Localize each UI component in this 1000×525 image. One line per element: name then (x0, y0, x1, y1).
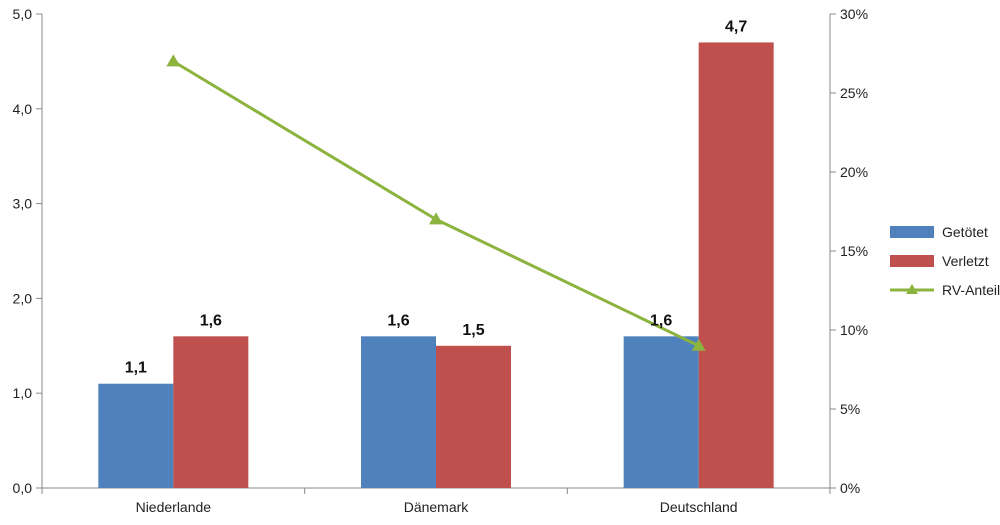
line-marker (429, 212, 443, 225)
y-left-tick-label: 5,0 (13, 6, 33, 22)
series-line (172, 60, 700, 348)
line-marker (691, 338, 706, 351)
y-right-tick-label: 25% (840, 85, 868, 101)
data-label: 1,6 (387, 312, 409, 329)
x-tick-label: Niederlande (136, 499, 212, 515)
x-tick-label: Dänemark (404, 499, 470, 515)
bar (173, 336, 249, 488)
y-left-tick-label: 0,0 (13, 480, 33, 496)
bar (361, 336, 436, 488)
bar (436, 345, 511, 488)
y-right-tick-label: 15% (840, 243, 868, 259)
bar (98, 383, 174, 488)
y-right-tick-label: 0% (840, 480, 860, 496)
y-right-tick-label: 10% (840, 322, 868, 338)
y-left-tick-label: 4,0 (13, 101, 33, 117)
legend-swatch (890, 226, 934, 238)
legend: Getötet Verletzt RV-Anteil (890, 224, 1000, 298)
data-label: 4,7 (725, 18, 747, 35)
legend-label: Getötet (942, 224, 988, 240)
data-label: 1,5 (462, 322, 484, 339)
data-labels: 1,1 1,6 1,6 1,6 1,5 4,7 (125, 18, 748, 376)
legend-label: RV-Anteil (942, 282, 1000, 298)
x-tick-label: Deutschland (660, 499, 738, 515)
y-right-tick-label: 30% (840, 6, 868, 22)
bar (623, 336, 699, 488)
bar (698, 42, 774, 488)
y-left-tick-label: 3,0 (13, 196, 33, 212)
y-right-tick-label: 20% (840, 164, 868, 180)
legend-label: Verletzt (942, 253, 989, 269)
line-marker (166, 54, 181, 67)
y-left-tick-label: 1,0 (13, 385, 33, 401)
data-label: 1,1 (125, 360, 147, 377)
data-label: 1,6 (200, 312, 222, 329)
line-series (166, 54, 706, 351)
bars (98, 42, 774, 488)
data-label: 1,6 (650, 312, 672, 329)
legend-marker (906, 284, 918, 294)
y-right-tick-label: 5% (840, 401, 860, 417)
y-left-tick-label: 2,0 (13, 290, 33, 306)
legend-swatch (890, 255, 934, 267)
